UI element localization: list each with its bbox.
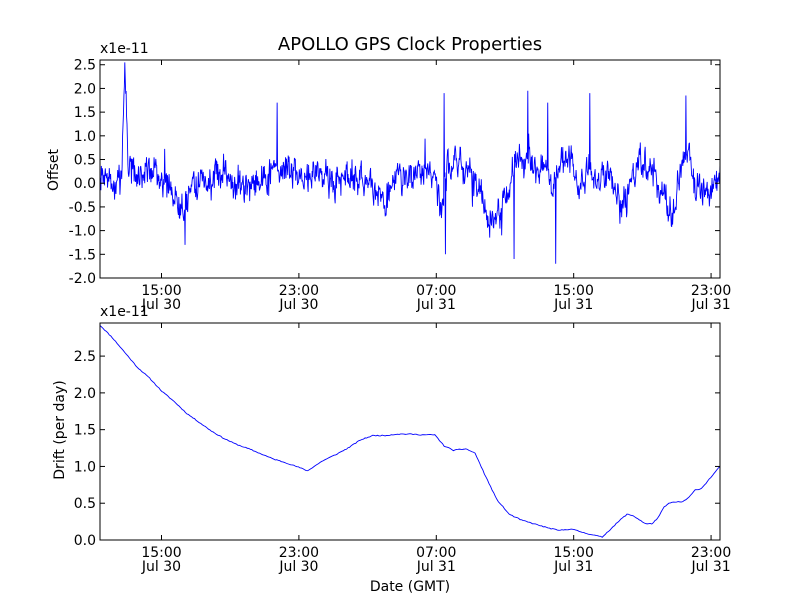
drift-x-tick-time-label: 15:00 [554,545,594,561]
drift-x-tick-date-label: Jul 30 [141,559,181,575]
offset-axes-frame [99,59,721,279]
drift-chart: x1e-11 Drift (per day) Date (GMT) 0.0 0.5… [52,304,731,595]
drift-x-tick-time-label: 07:00 [416,545,456,561]
offset-x-tick-time-label: 23:00 [691,283,731,299]
drift-y-tick-label: 2.5 [74,349,96,365]
offset-y-tick-label: 1.5 [74,105,96,121]
offset-y-tick-label: -1.5 [69,247,96,263]
drift-x-tick-date-label: Jul 30 [278,559,318,575]
drift-x-tick-time-label: 23:00 [691,545,731,561]
offset-y-tick-label: 1.0 [74,129,96,145]
offset-y-tick-label: -0.5 [69,200,96,216]
drift-x-tick-time-label: 23:00 [279,545,319,561]
offset-y-axis-label: Offset [46,148,62,191]
offset-scale-label: x1e-11 [100,41,149,57]
chart-title: APOLLO GPS Clock Properties [278,34,542,55]
drift-y-tick-label: 2.0 [74,386,96,402]
drift-y-tick-label: 0.5 [74,496,96,512]
drift-y-tick-label: 1.0 [74,459,96,475]
offset-chart: APOLLO GPS Clock Properties x1e-11 Offse… [46,34,731,313]
offset-series-line [100,62,720,264]
drift-x-tick-date-label: Jul 31 [416,559,456,575]
drift-x-tick-time-label: 15:00 [141,545,181,561]
drift-axes-frame [99,322,721,541]
drift-x-axis-label: Date (GMT) [370,579,450,595]
drift-y-axis-label: Drift (per day) [52,380,68,479]
drift-x-tick-date-label: Jul 31 [553,559,593,575]
offset-x-tick-date-label: Jul 30 [141,297,181,313]
offset-x-tick-date-label: Jul 31 [690,297,730,313]
offset-x-tick-date-label: Jul 31 [416,297,456,313]
offset-y-tick-label: 2.5 [74,58,96,74]
offset-y-tick-label: 0.5 [74,153,96,169]
offset-x-tick-date-label: Jul 30 [278,297,318,313]
drift-series-line [100,325,720,538]
offset-y-tick-label: 2.0 [74,81,96,97]
drift-x-tick-date-label: Jul 31 [690,559,730,575]
offset-x-tick-time-label: 15:00 [141,283,181,299]
drift-y-tick-label: 1.5 [74,423,96,439]
offset-x-tick-time-label: 07:00 [416,283,456,299]
offset-y-tick-label: -2.0 [69,271,96,287]
drift-scale-label: x1e-11 [100,304,149,320]
offset-plot-area: -2.0-1.5-1.0-0.50.00.51.01.52.02.515:00J… [69,58,732,313]
offset-y-tick-label: 0.0 [74,176,96,192]
offset-x-tick-time-label: 15:00 [554,283,594,299]
offset-x-tick-time-label: 23:00 [279,283,319,299]
offset-y-tick-label: -1.0 [69,224,96,240]
drift-y-tick-label: 0.0 [74,533,96,549]
offset-x-tick-date-label: Jul 31 [553,297,593,313]
